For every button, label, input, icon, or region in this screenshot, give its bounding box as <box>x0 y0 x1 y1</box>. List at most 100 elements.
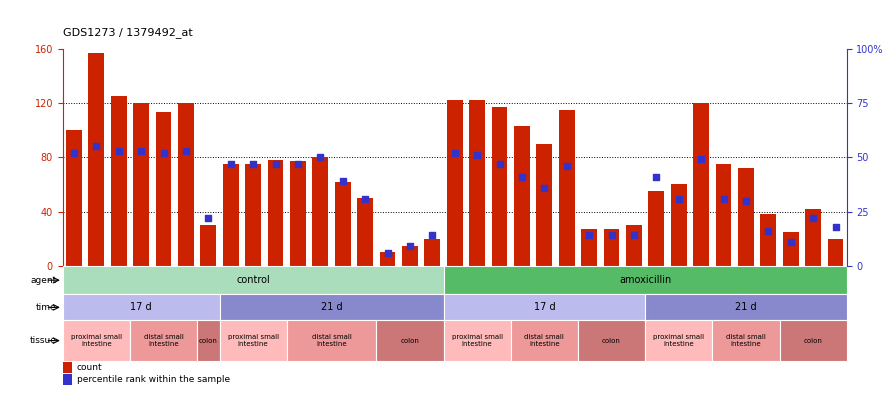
Point <box>67 150 82 156</box>
Bar <box>712 320 780 361</box>
Bar <box>63 266 444 294</box>
Point <box>828 224 842 230</box>
Point <box>806 215 821 222</box>
Bar <box>358 198 373 266</box>
Bar <box>806 209 821 266</box>
Bar <box>447 100 462 266</box>
Bar <box>444 266 847 294</box>
Text: 21 d: 21 d <box>321 303 342 312</box>
Point <box>224 160 238 167</box>
Bar <box>197 320 220 361</box>
Bar <box>582 229 597 266</box>
Point <box>134 147 149 154</box>
Bar <box>201 225 216 266</box>
Point <box>426 232 440 239</box>
Bar <box>63 294 220 320</box>
Text: proximal small
intestine: proximal small intestine <box>228 334 279 347</box>
Bar <box>268 160 283 266</box>
Point <box>112 147 126 154</box>
Point <box>738 198 753 204</box>
Bar <box>134 103 149 266</box>
Bar <box>246 164 261 266</box>
Point <box>246 160 261 167</box>
Text: 17 d: 17 d <box>533 303 556 312</box>
Text: count: count <box>77 363 102 372</box>
Text: agent: agent <box>30 276 56 285</box>
Bar <box>828 239 843 266</box>
Bar <box>444 294 645 320</box>
Bar <box>63 320 130 361</box>
Bar <box>780 320 847 361</box>
Bar <box>604 229 619 266</box>
Bar <box>626 225 642 266</box>
Bar <box>645 294 847 320</box>
Point <box>694 156 709 163</box>
Bar <box>537 144 552 266</box>
Bar <box>376 320 444 361</box>
Point <box>90 143 104 149</box>
Bar <box>514 126 530 266</box>
Bar <box>290 161 306 266</box>
Bar <box>470 100 485 266</box>
Point <box>559 163 573 169</box>
Bar <box>335 182 350 266</box>
Point <box>716 195 730 202</box>
Bar <box>761 214 776 266</box>
Point <box>514 174 529 180</box>
Text: colon: colon <box>804 338 823 343</box>
Point <box>403 243 418 249</box>
Point <box>493 160 507 167</box>
Point <box>179 147 194 154</box>
Point <box>269 160 283 167</box>
Point <box>335 178 349 184</box>
Text: GDS1273 / 1379492_at: GDS1273 / 1379492_at <box>63 28 193 38</box>
Text: time: time <box>36 303 56 312</box>
Bar <box>738 168 754 266</box>
Bar <box>578 320 645 361</box>
Text: amoxicillin: amoxicillin <box>619 275 671 285</box>
Bar <box>380 252 395 266</box>
Text: tissue: tissue <box>30 336 56 345</box>
Point <box>672 195 686 202</box>
Text: distal small
intestine: distal small intestine <box>143 334 184 347</box>
Bar <box>223 164 238 266</box>
Bar <box>89 53 104 266</box>
Bar <box>645 320 712 361</box>
Point <box>538 184 552 191</box>
Point <box>201 215 216 222</box>
Point <box>358 195 373 202</box>
Bar <box>66 130 82 266</box>
Text: proximal small
intestine: proximal small intestine <box>452 334 503 347</box>
Point <box>650 174 664 180</box>
Point <box>447 150 462 156</box>
Bar <box>671 184 686 266</box>
Point <box>582 232 597 239</box>
Point <box>604 232 618 239</box>
Text: 21 d: 21 d <box>735 303 757 312</box>
Bar <box>63 362 73 373</box>
Bar <box>156 113 171 266</box>
Bar <box>220 320 287 361</box>
Bar <box>178 103 194 266</box>
Text: distal small
intestine: distal small intestine <box>524 334 564 347</box>
Bar <box>130 320 197 361</box>
Bar <box>559 110 574 266</box>
Text: colon: colon <box>199 338 218 343</box>
Text: colon: colon <box>602 338 621 343</box>
Point <box>762 228 776 234</box>
Text: proximal small
intestine: proximal small intestine <box>653 334 704 347</box>
Point <box>470 152 485 158</box>
Text: 17 d: 17 d <box>130 303 152 312</box>
Text: control: control <box>237 275 270 285</box>
Bar <box>287 320 376 361</box>
Bar <box>492 107 507 266</box>
Bar <box>694 103 709 266</box>
Text: colon: colon <box>401 338 419 343</box>
Text: proximal small
intestine: proximal small intestine <box>71 334 122 347</box>
Bar <box>444 320 511 361</box>
Bar <box>313 157 328 266</box>
Bar <box>511 320 578 361</box>
Point <box>380 249 394 256</box>
Bar <box>220 294 444 320</box>
Bar <box>716 164 731 266</box>
